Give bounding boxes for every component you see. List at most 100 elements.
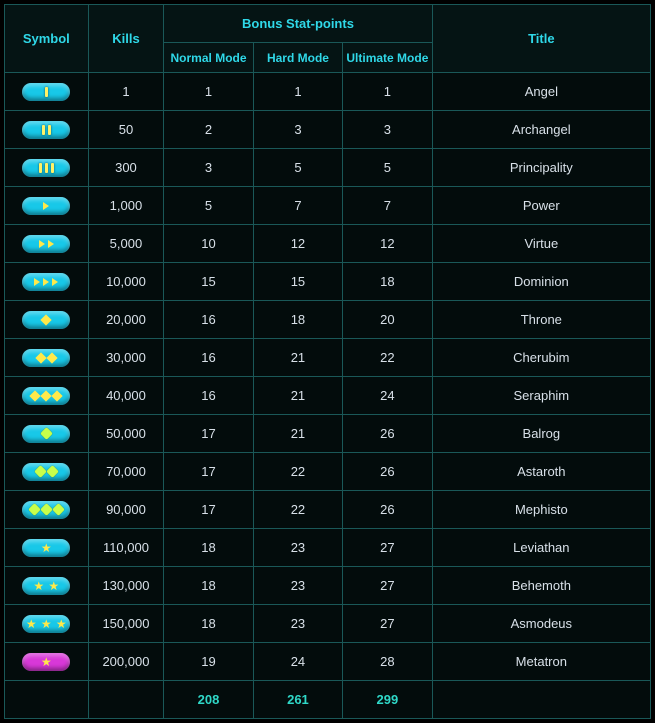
cell-normal: 15 (164, 263, 253, 301)
bar-icon (39, 163, 42, 173)
header-hard-mode: Hard Mode (253, 43, 342, 73)
cell-hard: 12 (253, 225, 342, 263)
table-row: 30,000162122Cherubim (5, 339, 651, 377)
table-row: 10,000151518Dominion (5, 263, 651, 301)
cell-kills: 1,000 (88, 187, 164, 225)
cell-symbol (5, 301, 89, 339)
bar-icon (42, 125, 45, 135)
chev-icon (48, 240, 54, 248)
cell-title: Astaroth (432, 453, 650, 491)
cell-kills: 130,000 (88, 567, 164, 605)
cell-kills: 50,000 (88, 415, 164, 453)
rank-pill-icon (22, 387, 70, 405)
rank-table: Symbol Kills Bonus Stat-points Title Nor… (4, 4, 651, 719)
cell-kills: 200,000 (88, 643, 164, 681)
cell-symbol: ★ (5, 529, 89, 567)
bar-icon (48, 125, 51, 135)
cell-title: Behemoth (432, 567, 650, 605)
cell-normal: 17 (164, 491, 253, 529)
cell-title: Dominion (432, 263, 650, 301)
cell-hard: 22 (253, 491, 342, 529)
cell-ultimate: 18 (343, 263, 433, 301)
cell-normal: 3 (164, 149, 253, 187)
cell-kills: 50 (88, 111, 164, 149)
cell-hard: 7 (253, 187, 342, 225)
diam-icon (41, 314, 52, 325)
table-row: 1111Angel (5, 73, 651, 111)
cell-symbol (5, 111, 89, 149)
header-ultimate-mode: Ultimate Mode (343, 43, 433, 73)
cell-ultimate: 7 (343, 187, 433, 225)
cell-ultimate: 12 (343, 225, 433, 263)
diam-icon (52, 390, 63, 401)
table-row: 300355Principality (5, 149, 651, 187)
table-row: 40,000162124Seraphim (5, 377, 651, 415)
cell-ultimate: 26 (343, 453, 433, 491)
rank-pill-icon: ★ (22, 653, 70, 671)
star-icon: ★ (40, 618, 52, 630)
header-title: Title (432, 5, 650, 73)
cell-title: Virtue (432, 225, 650, 263)
cell-normal: 18 (164, 529, 253, 567)
cell-normal: 10 (164, 225, 253, 263)
cell-ultimate: 5 (343, 149, 433, 187)
cell-normal: 18 (164, 605, 253, 643)
cell-ultimate: 27 (343, 567, 433, 605)
cell-normal: 16 (164, 301, 253, 339)
cell-hard: 22 (253, 453, 342, 491)
chev-icon (34, 278, 40, 286)
cell-total-hard: 261 (253, 681, 342, 719)
cell-normal: 18 (164, 567, 253, 605)
cell-symbol (5, 73, 89, 111)
cell-hard: 23 (253, 605, 342, 643)
star-icon: ★ (25, 618, 37, 630)
cell-ultimate: 22 (343, 339, 433, 377)
cell-empty (432, 681, 650, 719)
cell-title: Principality (432, 149, 650, 187)
rank-pill-icon (22, 159, 70, 177)
chev-icon (52, 278, 58, 286)
rank-pill-icon (22, 501, 70, 519)
table-row: 70,000172226Astaroth (5, 453, 651, 491)
star-icon: ★ (55, 618, 67, 630)
table-row: ★★130,000182327Behemoth (5, 567, 651, 605)
table-row: 20,000161820Throne (5, 301, 651, 339)
rank-pill-icon (22, 463, 70, 481)
cell-symbol (5, 491, 89, 529)
cell-normal: 1 (164, 73, 253, 111)
chev-icon (43, 278, 49, 286)
cell-total-normal: 208 (164, 681, 253, 719)
header-bonus: Bonus Stat-points (164, 5, 432, 43)
rank-pill-icon: ★★★ (22, 615, 70, 633)
cell-symbol (5, 225, 89, 263)
rank-pill-icon (22, 311, 70, 329)
cell-hard: 3 (253, 111, 342, 149)
cell-ultimate: 26 (343, 415, 433, 453)
cell-normal: 17 (164, 415, 253, 453)
cell-normal: 16 (164, 377, 253, 415)
header-symbol: Symbol (5, 5, 89, 73)
cell-symbol (5, 453, 89, 491)
cell-kills: 70,000 (88, 453, 164, 491)
cell-normal: 17 (164, 453, 253, 491)
cell-symbol (5, 339, 89, 377)
cell-title: Balrog (432, 415, 650, 453)
cell-symbol: ★★ (5, 567, 89, 605)
bar-icon (45, 87, 48, 97)
cell-normal: 19 (164, 643, 253, 681)
cell-empty (5, 681, 89, 719)
table-row: 90,000172226Mephisto (5, 491, 651, 529)
table-row: 50233Archangel (5, 111, 651, 149)
cell-title: Leviathan (432, 529, 650, 567)
rank-pill-icon (22, 235, 70, 253)
rank-pill-icon (22, 83, 70, 101)
table-row: 50,000172126Balrog (5, 415, 651, 453)
cell-kills: 1 (88, 73, 164, 111)
cell-kills: 150,000 (88, 605, 164, 643)
burst-icon (28, 503, 41, 516)
cell-total-ultimate: 299 (343, 681, 433, 719)
burst-icon (34, 465, 47, 478)
cell-kills: 110,000 (88, 529, 164, 567)
table-row: 5,000101212Virtue (5, 225, 651, 263)
cell-symbol: ★ (5, 643, 89, 681)
